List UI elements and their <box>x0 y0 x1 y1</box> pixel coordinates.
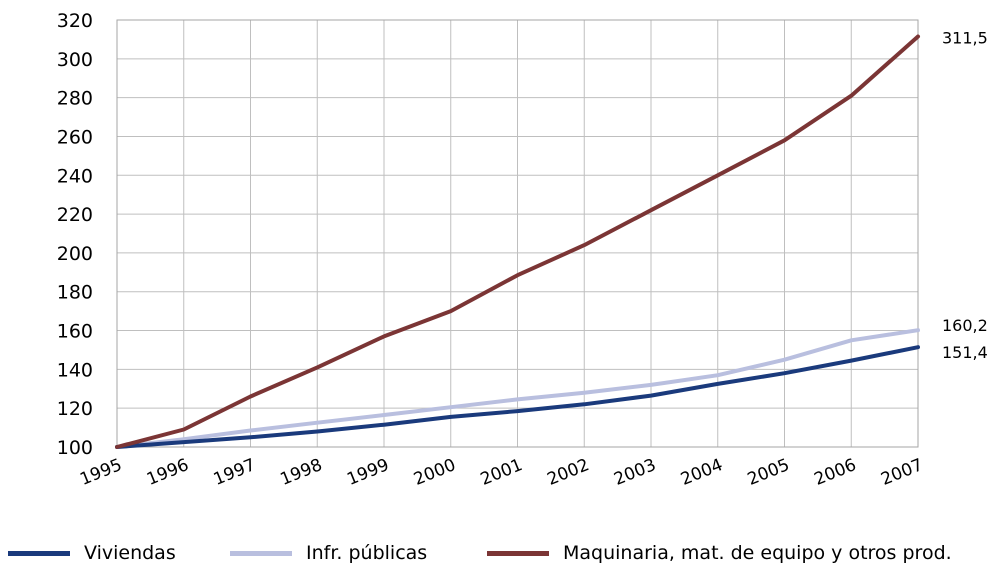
x-tick-label-2006: 2006 <box>812 455 860 490</box>
y-tick-label-120: 120 <box>57 398 93 420</box>
x-tick-label-1995: 1995 <box>77 455 125 490</box>
legend-swatch-infr-publicas <box>230 550 292 556</box>
legend-swatch-viviendas <box>8 550 70 556</box>
y-tick-label-100: 100 <box>57 437 93 459</box>
legend-item-maquinaria: Maquinaria, mat. de equipo y otros prod. <box>487 538 952 568</box>
y-tick-label-240: 240 <box>57 165 93 187</box>
legend-label-viviendas: Viviendas <box>84 542 176 564</box>
y-tick-label-180: 180 <box>57 282 93 304</box>
x-tick-label-2004: 2004 <box>678 455 726 490</box>
plot-area-border <box>116 19 919 448</box>
y-tick-label-300: 300 <box>57 49 93 71</box>
legend: Viviendas Infr. públicas Maquinaria, mat… <box>0 538 996 568</box>
x-tick-label-2007: 2007 <box>878 455 926 490</box>
end-labels: 151,4 160,2 311,5 <box>942 28 988 362</box>
legend-item-viviendas: Viviendas <box>8 538 176 568</box>
end-label-maquinaria-mat-de-equipo-y-otros-prod: 311,5 <box>942 28 988 47</box>
y-axis: 100 120 140 160 180 200 220 240 260 280 300 320 <box>57 10 93 459</box>
x-tick-label-2000: 2000 <box>411 455 459 490</box>
end-label-infr-p-blicas: 160,2 <box>942 316 988 335</box>
x-tick-label-2002: 2002 <box>545 455 593 490</box>
y-tick-label-320: 320 <box>57 10 93 32</box>
x-tick-label-1997: 1997 <box>211 455 259 490</box>
gridlines <box>117 19 918 448</box>
y-tick-label-280: 280 <box>57 88 93 110</box>
x-tick-label-1999: 1999 <box>344 455 392 490</box>
chart-svg: 100 120 140 160 180 200 220 240 260 280 300 320 199… <box>57 10 988 490</box>
legend-label-infr-publicas: Infr. públicas <box>306 542 428 564</box>
y-tick-label-140: 140 <box>57 359 93 381</box>
y-tick-label-260: 260 <box>57 126 93 148</box>
legend-label-maquinaria: Maquinaria, mat. de equipo y otros prod. <box>563 542 952 564</box>
legend-item-infr-publicas: Infr. públicas <box>230 538 427 568</box>
x-tick-label-1998: 1998 <box>278 455 326 490</box>
y-tick-label-160: 160 <box>57 321 93 343</box>
end-label-viviendas: 151,4 <box>942 343 988 362</box>
series-lines <box>115 34 920 449</box>
x-tick-label-2005: 2005 <box>745 455 793 490</box>
x-axis: 1995 1996 1997 1998 1999 2000 2001 2002 2003 2004… <box>77 455 926 490</box>
x-tick-label-1996: 1996 <box>144 455 192 490</box>
x-tick-label-2003: 2003 <box>611 455 659 490</box>
x-tick-label-2001: 2001 <box>478 455 526 490</box>
series-line-maquinaria-mat-de-equipo-y-otros-prod <box>115 34 920 449</box>
series-line-infr-p-blicas <box>115 328 920 449</box>
y-tick-label-200: 200 <box>57 243 93 265</box>
y-tick-label-220: 220 <box>57 204 93 226</box>
series-line-viviendas <box>115 345 920 449</box>
legend-swatch-maquinaria <box>487 550 549 556</box>
